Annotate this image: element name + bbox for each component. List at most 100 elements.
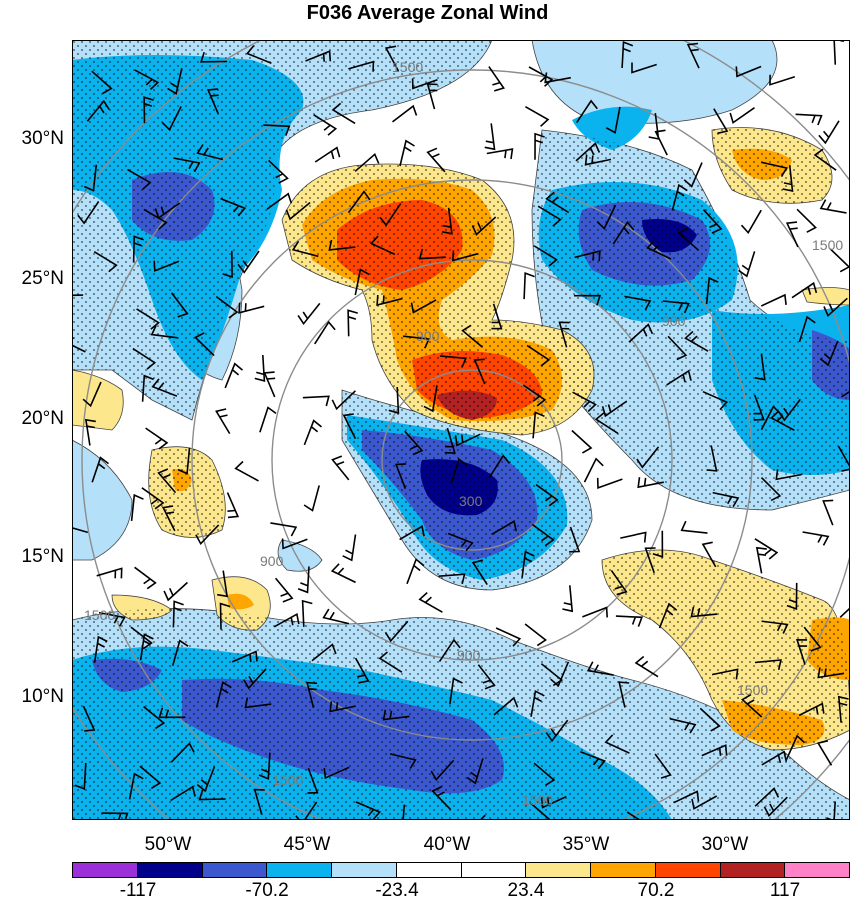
- wind-barb: [265, 372, 276, 397]
- wind-barb: [819, 121, 839, 143]
- wind-barb: [525, 107, 548, 127]
- colorbar-swatch: [785, 863, 849, 877]
- wind-barb: [739, 251, 755, 276]
- wind-barb: [818, 741, 831, 766]
- wind-barb: [270, 523, 296, 536]
- wind-barb: [821, 200, 847, 213]
- lon-label-50w: 50°W: [128, 834, 208, 856]
- colorbar-swatch: [267, 863, 332, 877]
- contour-label-1500: 1500: [812, 237, 843, 253]
- colorbar-swatch: [203, 863, 268, 877]
- wind-barb: [348, 310, 358, 336]
- colorbar-swatch: [526, 863, 591, 877]
- lon-label-30w: 30°W: [685, 834, 765, 856]
- wind-barb: [227, 493, 238, 518]
- wind-barb: [135, 567, 156, 588]
- wind-barb: [276, 578, 293, 602]
- wind-barb: [562, 585, 572, 611]
- contour-label-1500: 1500: [522, 792, 553, 808]
- colorbar: [72, 862, 850, 878]
- contour-label-1500: 1500: [84, 607, 115, 623]
- wind-barb: [803, 532, 829, 545]
- contour-label-300: 300: [459, 493, 483, 509]
- wind-barb: [333, 456, 349, 480]
- wind-barb: [260, 408, 276, 433]
- wind-barb: [620, 533, 645, 543]
- wind-barb: [636, 657, 658, 677]
- wind-barb: [393, 106, 417, 122]
- wind-barb: [303, 396, 329, 406]
- colorbar-label: 23.4: [486, 880, 566, 902]
- colorbar-swatch: [73, 863, 138, 877]
- lat-label-15n: 15°N: [0, 546, 64, 568]
- wind-barb: [840, 600, 850, 618]
- wind-barb: [525, 624, 546, 646]
- wind-barb: [656, 130, 668, 155]
- wind-barb: [304, 485, 319, 510]
- colorbar-swatch: [591, 863, 656, 877]
- wind-barb: [255, 355, 265, 381]
- wind-barb: [236, 462, 259, 481]
- colorbar-swatch: [138, 863, 203, 877]
- wind-barb: [164, 583, 187, 601]
- wind-barb: [132, 495, 144, 521]
- wind-barb: [487, 149, 513, 159]
- map-title: F036 Average Zonal Wind: [0, 0, 855, 26]
- wind-barb: [585, 459, 604, 482]
- contour-label-900: 900: [662, 313, 686, 329]
- wind-barb: [239, 303, 264, 313]
- colorbar-swatch: [397, 863, 462, 877]
- contour-label-900: 900: [457, 647, 481, 663]
- wind-barb: [216, 409, 229, 434]
- zonal-wind-map: 300 900 900 900 900 1500 1500 1500 1500 …: [72, 40, 850, 820]
- wind-barb: [315, 148, 339, 162]
- wind-barb: [572, 431, 591, 453]
- wind-barb: [146, 428, 167, 449]
- wind-barb: [682, 521, 708, 533]
- lon-label-40w: 40°W: [407, 834, 487, 856]
- contour-label-1500: 1500: [272, 772, 303, 788]
- wind-barb: [324, 609, 349, 624]
- colorbar-label: -23.4: [357, 880, 437, 902]
- wind-barb: [770, 75, 795, 85]
- colorbar-label: 70.2: [616, 880, 696, 902]
- colorbar-label: 117: [745, 880, 825, 902]
- lon-label-45w: 45°W: [267, 834, 347, 856]
- significance-stippling: [72, 40, 850, 820]
- wind-barb: [761, 295, 786, 306]
- lat-label-20n: 20°N: [0, 408, 64, 430]
- wind-barb: [834, 40, 844, 65]
- colorbar-label: -70.2: [227, 880, 307, 902]
- wind-barb: [304, 421, 321, 445]
- wind-barb: [298, 303, 320, 323]
- colorbar-label: -117: [98, 880, 178, 902]
- wind-barb: [332, 564, 355, 583]
- lat-label-25n: 25°N: [0, 268, 64, 290]
- wind-barb: [823, 500, 833, 525]
- wind-barb: [582, 608, 607, 618]
- colorbar-swatch: [656, 863, 721, 877]
- colorbar-swatch: [721, 863, 786, 877]
- wind-barb: [757, 548, 767, 574]
- wind-barb: [400, 141, 415, 166]
- map-plot-area: 300 900 900 900 900 1500 1500 1500 1500 …: [72, 40, 850, 820]
- contour-label-900: 900: [260, 553, 284, 569]
- wind-barb: [616, 616, 642, 627]
- wind-barb: [742, 210, 762, 233]
- wind-barb: [485, 123, 495, 149]
- wind-barb: [524, 273, 535, 299]
- wind-barb: [849, 489, 850, 510]
- colorbar-swatch: [332, 863, 397, 877]
- colorbar-swatch: [462, 863, 527, 877]
- wind-barb: [730, 108, 754, 123]
- lat-label-10n: 10°N: [0, 686, 64, 708]
- lon-label-35w: 35°W: [546, 834, 626, 856]
- wind-barb: [343, 535, 356, 561]
- wind-barb: [420, 593, 443, 613]
- lat-label-30n: 30°N: [0, 128, 64, 150]
- wind-barb: [787, 222, 798, 247]
- contour-label-1500: 1500: [392, 59, 423, 75]
- wind-barb: [797, 209, 816, 232]
- wind-barb: [598, 478, 623, 488]
- contour-label-900: 900: [416, 328, 440, 344]
